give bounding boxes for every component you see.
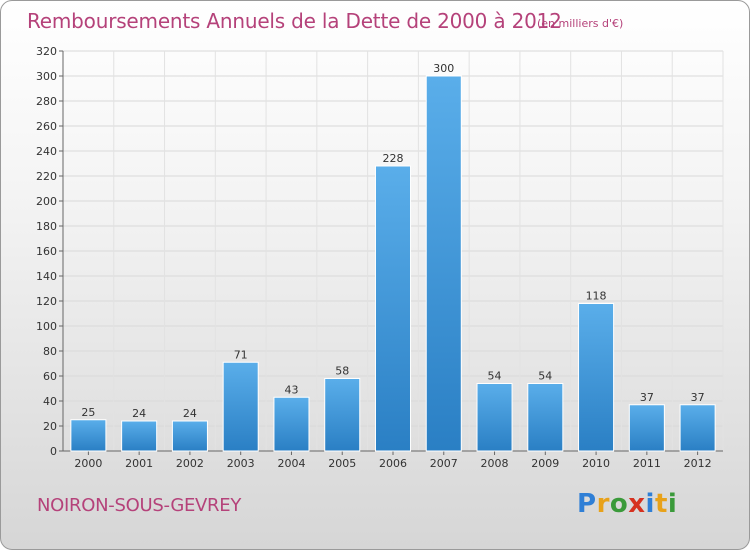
y-tick-label: 240 bbox=[36, 145, 57, 158]
y-tick-label: 220 bbox=[36, 170, 57, 183]
y-tick-label: 160 bbox=[36, 245, 57, 258]
x-tick-label-2007: 2007 bbox=[430, 457, 458, 470]
logo-letter: o bbox=[609, 489, 629, 519]
bar-2006 bbox=[374, 165, 412, 452]
bar-2007 bbox=[425, 75, 462, 452]
data-label-2000: 25 bbox=[81, 406, 95, 419]
bar-2002 bbox=[171, 420, 208, 452]
y-tick-label: 260 bbox=[36, 120, 57, 133]
y-tick-label: 280 bbox=[36, 95, 57, 108]
y-tick-label: 40 bbox=[43, 395, 57, 408]
x-tick-label-2006: 2006 bbox=[379, 457, 407, 470]
y-tick-label: 0 bbox=[50, 445, 57, 458]
data-label-2010: 118 bbox=[586, 290, 607, 303]
bars bbox=[70, 75, 716, 452]
data-label-2004: 43 bbox=[284, 383, 298, 396]
data-label-2006: 228 bbox=[383, 152, 404, 165]
data-label-2001: 24 bbox=[132, 407, 146, 420]
y-tick-label: 320 bbox=[36, 45, 57, 58]
logo-letter: P bbox=[577, 489, 597, 519]
x-tick-labels: 2000 2001 2002 2003 2004 2005 2006 2007 2008 2009… bbox=[74, 457, 711, 470]
y-tick-label: 140 bbox=[36, 270, 57, 283]
bar-2011 bbox=[628, 404, 665, 452]
x-tick-label-2009: 2009 bbox=[531, 457, 559, 470]
bar-2009 bbox=[527, 383, 564, 452]
bar-2004 bbox=[273, 396, 310, 452]
bar-2000 bbox=[70, 419, 107, 452]
logo-letter: x bbox=[628, 489, 646, 519]
data-label-2005: 58 bbox=[335, 365, 349, 378]
bar-2010 bbox=[578, 303, 615, 452]
data-labels: 25 24 24 71 43 58 228 300 54 54 118 37 37 bbox=[81, 62, 704, 420]
y-tick-label: 20 bbox=[43, 420, 57, 433]
data-label-2008: 54 bbox=[488, 370, 502, 383]
bar-2012 bbox=[679, 404, 716, 452]
x-tick-label-2010: 2010 bbox=[582, 457, 610, 470]
x-tick-label-2002: 2002 bbox=[176, 457, 204, 470]
bar-2008 bbox=[476, 383, 513, 452]
logo-letter: i bbox=[645, 489, 655, 519]
x-tick-label-2000: 2000 bbox=[74, 457, 102, 470]
x-tick-label-2008: 2008 bbox=[481, 457, 509, 470]
bar-2005 bbox=[324, 378, 361, 452]
y-tick-label: 80 bbox=[43, 345, 57, 358]
y-tick-label: 120 bbox=[36, 295, 57, 308]
data-label-2011: 37 bbox=[640, 391, 654, 404]
y-tick-label: 100 bbox=[36, 320, 57, 333]
bar-2001 bbox=[121, 420, 158, 452]
logo-letter: t bbox=[654, 489, 668, 519]
x-tick-label-2005: 2005 bbox=[328, 457, 356, 470]
logo-letter: i bbox=[667, 489, 678, 519]
logo-letter: r bbox=[596, 489, 610, 519]
commune-name: NOIRON-SOUS-GEVREY bbox=[37, 495, 242, 516]
data-label-2003: 71 bbox=[234, 348, 248, 361]
proxiti-logo: Proxiti bbox=[577, 489, 677, 519]
chart-title: Remboursements Annuels de la Dette de 20… bbox=[27, 9, 562, 33]
data-label-2002: 24 bbox=[183, 407, 197, 420]
x-tick-label-2003: 2003 bbox=[227, 457, 255, 470]
chart-subtitle: (en milliers d'€) bbox=[537, 17, 624, 30]
y-tick-labels: 0 20 40 60 80 100 120 140 160 180 200 220 240 260 280 3… bbox=[36, 45, 57, 458]
y-tick-label: 180 bbox=[36, 220, 57, 233]
bar-2003 bbox=[222, 361, 259, 452]
data-label-2012: 37 bbox=[691, 391, 705, 404]
y-tick-label: 300 bbox=[36, 70, 57, 83]
x-tick-label-2012: 2012 bbox=[684, 457, 712, 470]
x-tick-label-2011: 2011 bbox=[633, 457, 661, 470]
data-label-2009: 54 bbox=[538, 370, 552, 383]
y-tick-label: 60 bbox=[43, 370, 57, 383]
x-tick-label-2004: 2004 bbox=[277, 457, 305, 470]
data-label-2007: 300 bbox=[433, 62, 454, 75]
x-tick-label-2001: 2001 bbox=[125, 457, 153, 470]
y-tick-label: 200 bbox=[36, 195, 57, 208]
